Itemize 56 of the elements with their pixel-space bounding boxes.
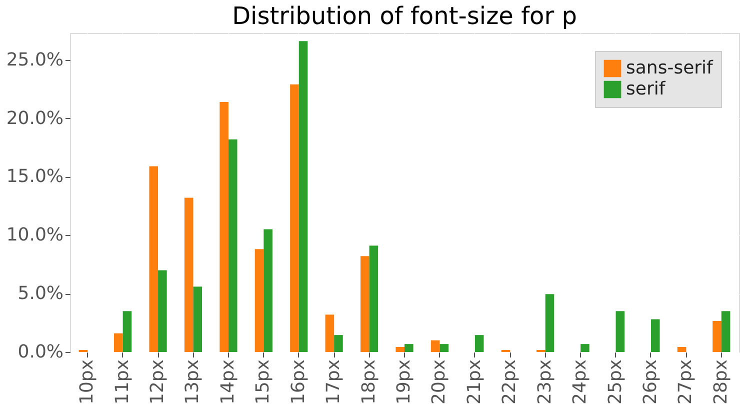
x-tick-label: 16px [288, 359, 309, 404]
bar [122, 311, 132, 352]
legend-label: serif [626, 78, 666, 100]
x-tick-label: 12px [147, 359, 168, 404]
x-tick-label: 10px [76, 359, 98, 404]
bar [334, 335, 343, 352]
x-tick-label: 20px [428, 359, 450, 404]
bar [325, 314, 334, 352]
bar [184, 198, 194, 352]
y-tick-label: 10.0% [6, 224, 64, 246]
x-tick-label: 17px [323, 359, 344, 404]
bar [298, 41, 308, 352]
bar [193, 286, 202, 352]
bar [158, 270, 167, 352]
bar [360, 256, 370, 352]
chart-title: Distribution of font-size for p [232, 2, 577, 30]
bar [650, 319, 660, 352]
x-tick-label: 15px [252, 359, 274, 404]
legend-label: sans-serif [626, 58, 714, 78]
y-tick-label: 25.0% [6, 49, 64, 70]
y-tick-label: 20.0% [6, 108, 64, 129]
bar [712, 321, 722, 352]
bar [474, 335, 484, 352]
bar [254, 249, 264, 352]
x-tick-label: 18px [358, 359, 380, 404]
bar [721, 311, 730, 352]
bar [369, 246, 378, 352]
x-tick-label: 25px [604, 359, 626, 404]
y-tick-label: 15.0% [6, 166, 64, 188]
bar [677, 346, 686, 352]
x-tick-label: 26px [640, 359, 661, 404]
x-tick-label: 22px [499, 359, 520, 404]
x-tick-label: 23px [534, 359, 556, 404]
x-tick-label: 21px [464, 359, 485, 404]
bar [396, 346, 404, 352]
bar [430, 340, 440, 352]
x-tick-label: 13px [182, 359, 204, 404]
bar [440, 344, 449, 352]
y-tick-label: 0.0% [18, 342, 64, 362]
bar [616, 311, 625, 352]
bar [545, 294, 554, 352]
x-tick-label: 28px [710, 359, 732, 404]
bar [149, 166, 158, 352]
bar [220, 102, 228, 352]
bar [404, 344, 414, 352]
x-tick-label: 27px [675, 359, 696, 404]
x-tick-label: 24px [570, 359, 591, 404]
y-tick-label: 5.0% [18, 283, 64, 304]
bar [264, 229, 272, 352]
x-tick-label: 11px [112, 359, 133, 404]
bar [114, 333, 123, 352]
bar [580, 344, 590, 352]
bar [290, 84, 299, 352]
x-tick-label: 14px [217, 359, 238, 404]
bar [228, 139, 238, 352]
x-tick-label: 19px [394, 359, 414, 404]
